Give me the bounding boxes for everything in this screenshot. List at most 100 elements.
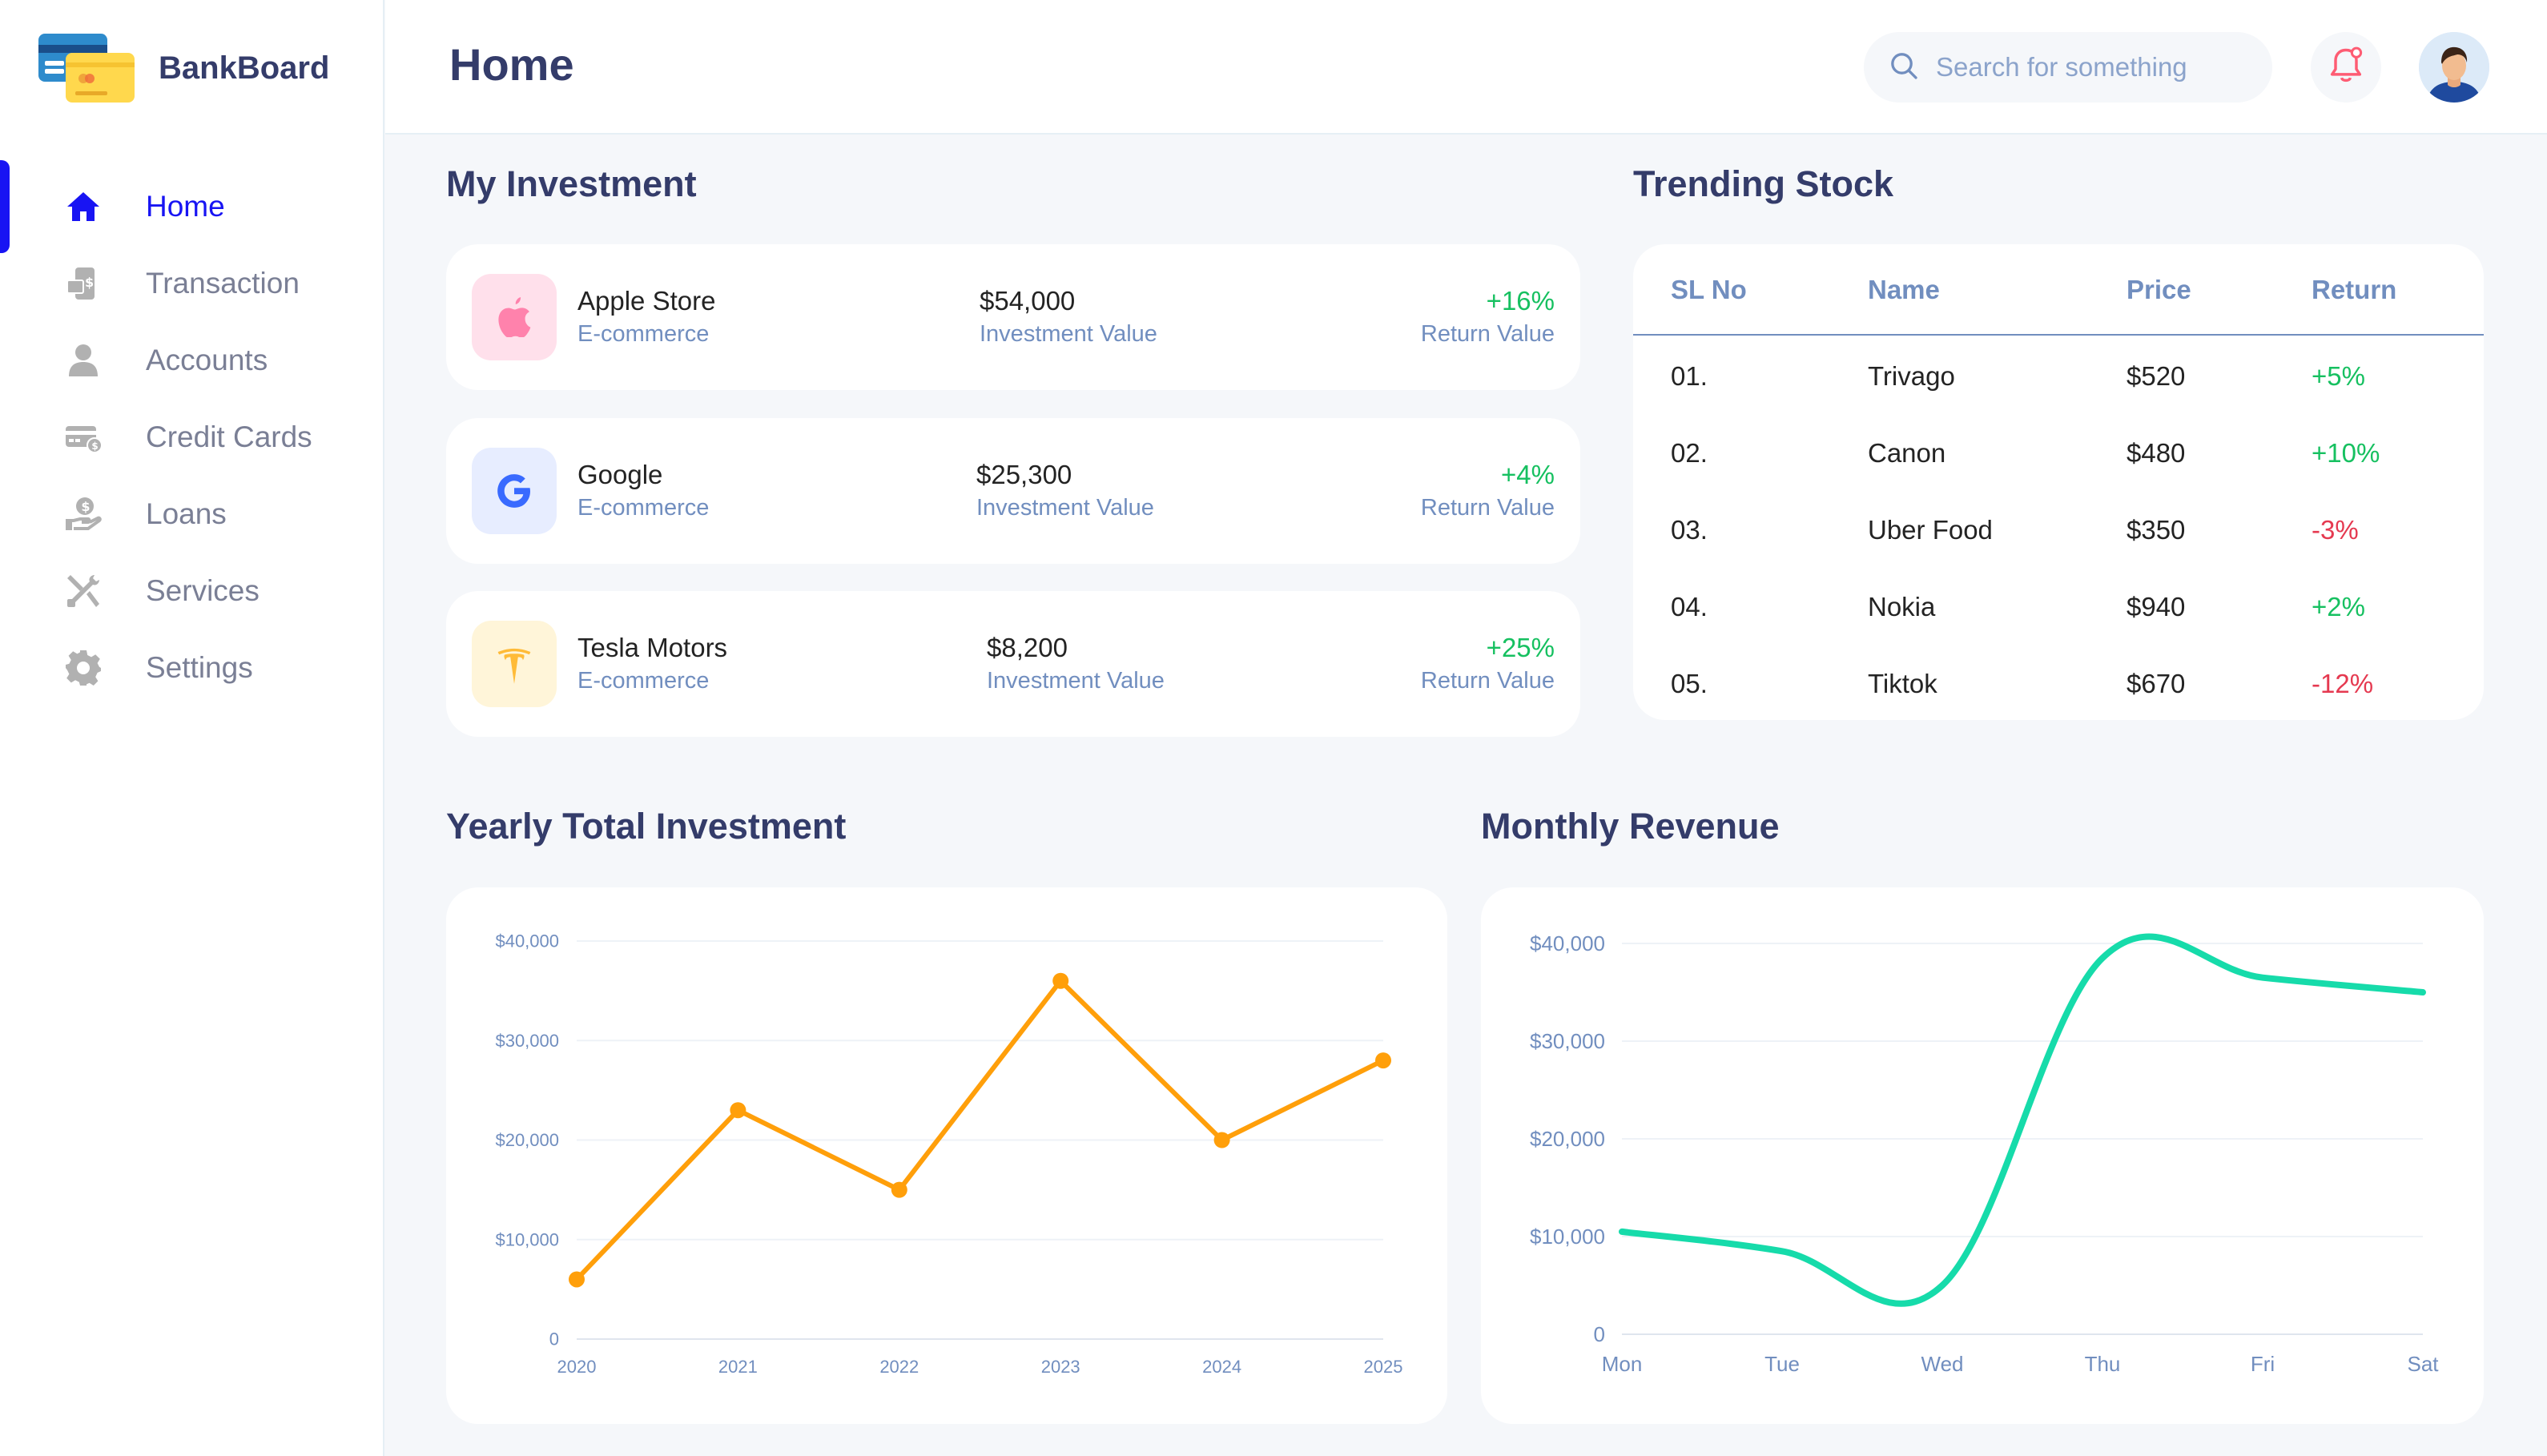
x-tick-label: Mon [1602,1352,1643,1376]
row-return: +2% [2312,592,2365,621]
investment-card-apple[interactable]: Apple Store E-commerce $54,000 Investmen… [446,244,1580,390]
investment-return: +4% [1501,460,1555,489]
row-sl: 02. [1671,438,1708,468]
investment-category: E-commerce [577,495,710,521]
investment-card-tesla[interactable]: Tesla Motors E-commerce $8,200 Investmen… [446,591,1580,737]
sidebar-item-label: Loans [146,497,227,530]
trending-section-title: Trending Stock [1633,163,1894,204]
services-icon [64,572,103,610]
row-name: Nokia [1868,592,1936,621]
avatar[interactable] [2419,32,2489,103]
loan-icon: $ [64,495,103,533]
row-price: $350 [2127,515,2186,545]
data-point[interactable] [569,1271,585,1288]
svg-text:$: $ [81,499,90,514]
row-name: Canon [1868,438,1946,468]
sidebar-item-transaction[interactable]: $ Transaction [0,245,384,322]
sidebar-item-settings[interactable]: Settings [0,629,384,706]
row-price: $940 [2127,592,2186,621]
row-sl: 01. [1671,361,1708,391]
brand-name: BankBoard [159,50,330,86]
yearly-investment-title: Yearly Total Investment [446,806,847,847]
x-tick-label: Thu [2085,1352,2121,1376]
x-tick-label: 2025 [1364,1357,1403,1377]
apple-icon [472,274,557,360]
gear-icon [64,649,103,687]
y-tick-label: $10,000 [495,1229,559,1249]
sidebar-item-home[interactable]: Home [0,160,384,253]
search-input[interactable] [1936,52,2256,82]
sidebar-item-label: Accounts [146,344,268,376]
page-title: Home [449,39,574,90]
trending-stock-table: SL No Name Price Return 01. Trivago $520… [1633,244,2484,720]
row-return: +10% [2312,438,2380,468]
sidebar-item-label: Transaction [146,267,300,300]
google-icon [472,448,557,534]
table-row[interactable]: 05. Tiktok $670 -12% [1633,645,2484,720]
table-row[interactable]: 01. Trivago $520 +5% [1633,337,2484,414]
data-point[interactable] [891,1181,907,1198]
row-name: Uber Food [1868,515,1993,545]
investment-return-label: Return Value [1420,321,1555,347]
investment-category: E-commerce [577,668,710,694]
active-indicator [0,160,10,253]
search-bar[interactable] [1864,32,2272,103]
row-price: $670 [2127,669,2186,698]
y-tick-label: $20,000 [1530,1127,1605,1151]
tesla-icon [472,621,557,707]
investment-value: $25,300 [976,460,1072,489]
row-return: -3% [2312,515,2359,545]
x-tick-label: 2021 [718,1357,758,1377]
investment-return-label: Return Value [1420,668,1555,694]
svg-text:$: $ [91,440,98,452]
data-point[interactable] [1213,1132,1230,1148]
sidebar-item-label: Services [146,574,260,607]
sidebar-item-credit-cards[interactable]: $ Credit Cards [0,399,384,476]
investment-value-label: Investment Value [980,321,1157,347]
investment-value-label: Investment Value [976,495,1154,521]
sidebar-item-loans[interactable]: $ Loans [0,476,384,553]
data-point[interactable] [1375,1052,1391,1069]
investment-return: +25% [1486,633,1555,662]
monthly-revenue-title: Monthly Revenue [1481,806,1780,847]
row-sl: 03. [1671,515,1708,545]
y-tick-label: $40,000 [1530,931,1605,955]
row-name: Tiktok [1868,669,1937,698]
table-row[interactable]: 04. Nokia $940 +2% [1633,568,2484,645]
y-tick-label: $20,000 [495,1130,559,1150]
row-price: $480 [2127,438,2186,468]
y-tick-label: 0 [1594,1322,1605,1346]
notification-button[interactable] [2311,32,2381,103]
x-tick-label: 2023 [1041,1357,1080,1377]
yearly-investment-chart-card: 0 $10,000 $20,000 $30,000 $40,000 2020 2021 202… [446,887,1447,1424]
table-row[interactable]: 02. Canon $480 +10% [1633,414,2484,491]
y-tick-label: $40,000 [495,931,559,951]
brand[interactable]: BankBoard [38,32,329,104]
x-tick-label: 2020 [557,1357,597,1377]
row-return: +5% [2312,361,2365,391]
x-tick-label: Tue [1764,1352,1800,1376]
investment-return: +16% [1486,286,1555,316]
sidebar-item-label: Credit Cards [146,420,312,453]
x-tick-label: 2022 [879,1357,919,1377]
row-sl: 05. [1671,669,1708,698]
data-point[interactable] [730,1102,746,1119]
investment-section-title: My Investment [446,163,697,204]
y-tick-label: $10,000 [1530,1225,1605,1249]
sidebar-item-services[interactable]: Services [0,553,384,629]
yearly-investment-chart: 0 $10,000 $20,000 $30,000 $40,000 2020 2021 202… [495,931,1403,1377]
sidebar-item-accounts[interactable]: Accounts [0,322,384,399]
row-return: -12% [2312,669,2374,698]
y-tick-label: 0 [549,1329,559,1349]
investment-card-google[interactable]: Google E-commerce $25,300 Investment Val… [446,418,1580,564]
data-point[interactable] [1052,972,1069,989]
column-header-sl: SL No [1671,275,1747,304]
monthly-revenue-chart: 0 $10,000 $20,000 $30,000 $40,000 Mon Tue Wed Th… [1530,931,2439,1376]
column-header-return: Return [2312,275,2397,304]
sidebar-nav: Home $ Transaction Accounts $ Credit Car… [0,160,384,706]
bank-card-logo-icon [38,32,135,104]
table-row[interactable]: 03. Uber Food $350 -3% [1633,491,2484,568]
x-tick-label: Wed [1921,1352,1964,1376]
y-tick-label: $30,000 [495,1031,559,1051]
column-header-price: Price [2127,275,2191,304]
